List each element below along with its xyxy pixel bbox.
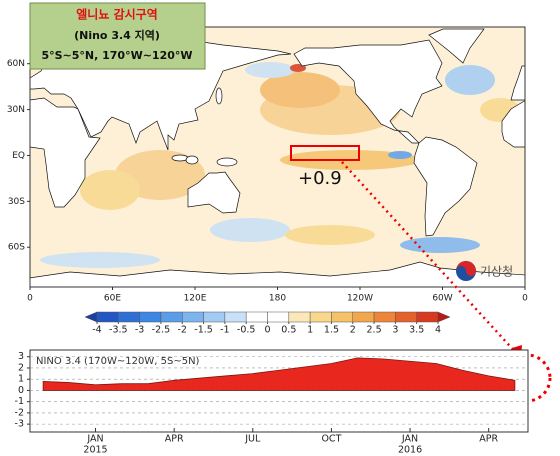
title-line: 5°S~5°N, 170°W~120°W: [41, 49, 192, 62]
annotation: +0.9: [298, 168, 342, 189]
colorbar-bin: [224, 311, 247, 323]
title-line: (Nino 3.4 지역): [74, 28, 160, 42]
x-tick-label: OCT: [321, 434, 341, 445]
colorbar-label: -1: [220, 325, 229, 336]
colorbar-label: -2: [178, 325, 187, 336]
lat-label: 30N: [7, 105, 25, 115]
colorbar-label: 3: [392, 325, 398, 336]
colorbar-end: [84, 311, 98, 323]
lat-label: 60S: [8, 243, 25, 253]
colorbar-label: 0: [264, 325, 270, 336]
colorbar-label: 3.5: [409, 325, 424, 336]
y-tick-label: -2: [15, 407, 24, 418]
pointer-arrow: [341, 161, 519, 356]
colorbar-label: 2: [350, 325, 356, 336]
lon-label: 0: [27, 294, 33, 304]
y-tick-label: 3: [18, 351, 24, 362]
colorbar-label: -2.5: [152, 325, 171, 336]
colorbar-label: 0.5: [281, 325, 296, 336]
colorbar-bin: [309, 311, 332, 323]
colorbar-label: -1.5: [194, 325, 213, 336]
colorbar-bin: [245, 311, 268, 323]
colorbar-bin: [267, 311, 290, 323]
colorbar-label: -3.5: [109, 325, 128, 336]
colorbar-label: 1: [307, 325, 313, 336]
lat-label: 30S: [8, 197, 25, 207]
colorbar-bin: [139, 311, 162, 323]
colorbar-bin: [118, 311, 140, 323]
colorbar-bin: [373, 311, 396, 323]
colorbar-bin: [160, 311, 183, 323]
lon-label: 0: [522, 294, 528, 304]
colorbar-bin: [395, 311, 417, 323]
y-tick-label: 0: [18, 385, 24, 396]
lat-label: EQ: [12, 151, 25, 161]
lon-label: 60E: [104, 294, 121, 304]
colorbar-bin: [96, 311, 119, 323]
lon-label: 60W: [432, 294, 452, 304]
map: [30, 27, 525, 287]
y-tick-label: -1: [15, 396, 24, 407]
colorbar-label: -3: [135, 325, 144, 336]
area: [42, 357, 516, 391]
lat-label: 60N: [7, 59, 25, 69]
anomaly-field: [40, 62, 520, 268]
colorbar-label: -4: [92, 325, 101, 336]
x-year-label: 2015: [83, 445, 107, 456]
x-tick-label: JAN: [86, 434, 103, 445]
y-tick-label: 2: [18, 362, 24, 373]
x-tick-label: APR: [479, 434, 498, 445]
title-box: [29, 2, 206, 70]
chart-title: NINO 3.4 (170W~120W, 5S~5N): [36, 356, 200, 367]
x-tick-label: APR: [165, 434, 184, 445]
colorbar-end: [437, 311, 451, 323]
plot-frame: [29, 349, 529, 433]
logo-text: 기상청: [480, 265, 513, 279]
y-tick-label: 1: [18, 374, 24, 385]
colorbar-label: 1.5: [324, 325, 339, 336]
colorbar-label: -0.5: [237, 325, 256, 336]
nino34-box: [290, 145, 360, 161]
y-tick-label: -3: [15, 419, 24, 430]
colorbar-bin: [288, 311, 311, 323]
logo: [456, 261, 476, 281]
colorbar-bin: [331, 311, 353, 323]
title-line: 엘니뇨 감시구역: [76, 7, 157, 22]
x-tick-label: JAN: [401, 434, 418, 445]
colorbar-label: 2.5: [367, 325, 382, 336]
colorbar-bin: [203, 311, 226, 323]
colorbar-bin: [416, 311, 439, 323]
colorbar-bin: [352, 311, 375, 323]
x-tick-label: JUL: [244, 434, 261, 445]
lon-label: 120E: [184, 294, 207, 304]
lon-label: 180: [269, 294, 286, 304]
lon-label: 120W: [347, 294, 373, 304]
x-year-label: 2016: [398, 445, 422, 456]
colorbar-label: 4: [435, 325, 441, 336]
colorbar-bin: [182, 311, 204, 323]
